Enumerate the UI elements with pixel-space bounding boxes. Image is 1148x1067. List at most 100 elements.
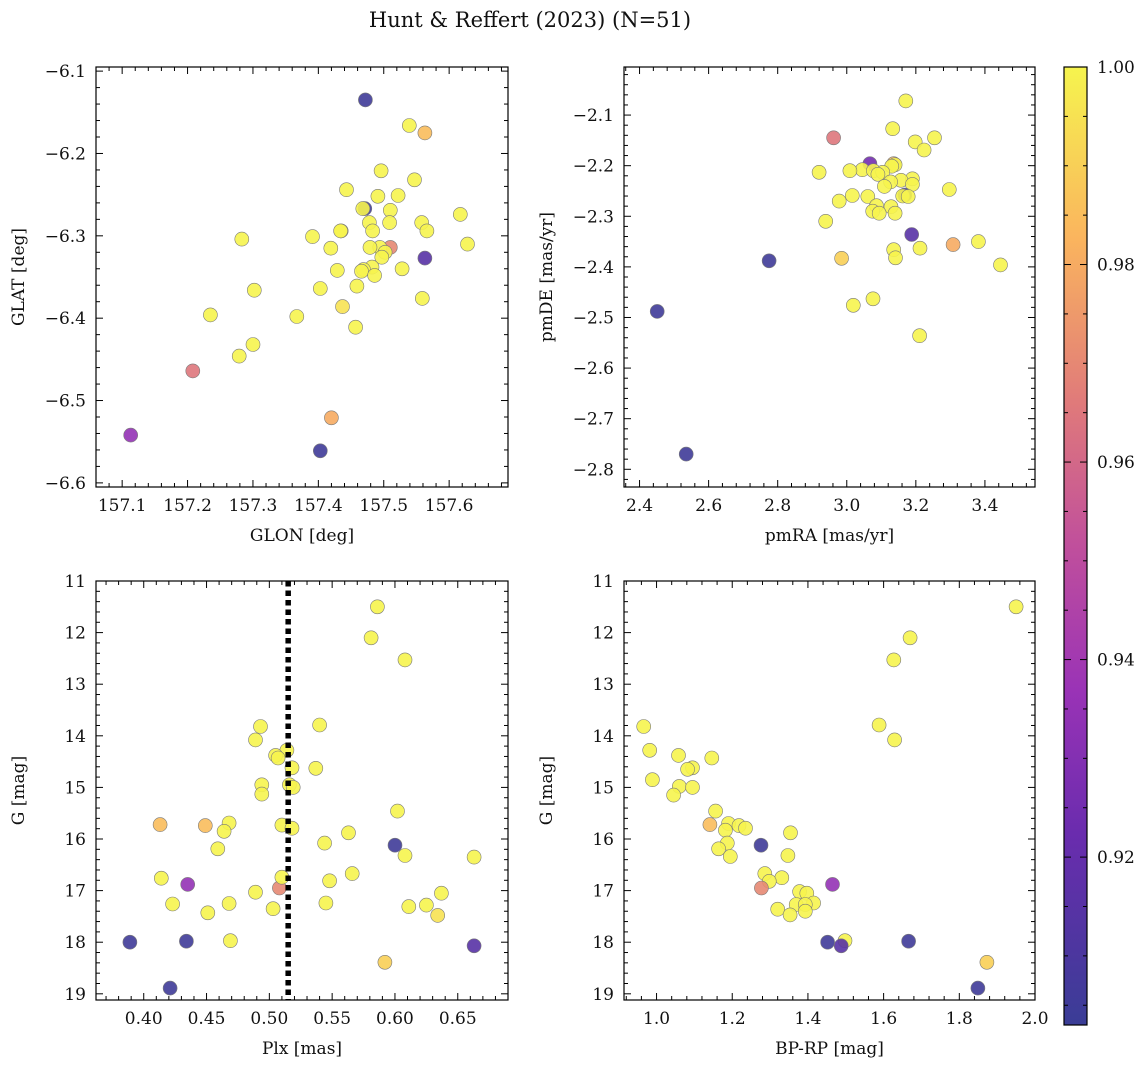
data-point (831, 193, 847, 209)
data-point (885, 121, 901, 136)
data-point (844, 188, 860, 203)
y-tick-label: 19 (592, 985, 614, 1005)
data-point (642, 742, 658, 758)
data-point (971, 234, 986, 249)
data-point (390, 803, 405, 819)
data-point (312, 443, 328, 459)
data-point (203, 307, 218, 323)
y-tick-label: 16 (592, 830, 614, 850)
data-point (783, 825, 798, 841)
panel-top-right: 2.4 2.6 2.8 3.0 3.2 3.4 −2.8 −2.7 −2.6 −2.5 −2.4 −2… (537, 66, 1036, 546)
data-point (335, 299, 350, 314)
data-point (318, 895, 334, 911)
axes-frame (95, 66, 509, 488)
data-point (179, 933, 194, 949)
y-tick-label: 17 (64, 882, 86, 902)
data-point (738, 820, 753, 836)
data-point (993, 257, 1008, 273)
data-point (254, 786, 270, 802)
data-point (774, 870, 790, 886)
data-point (886, 652, 902, 668)
data-point (221, 896, 237, 911)
y-tick-label: 15 (64, 778, 86, 798)
data-point (419, 223, 435, 239)
data-point (374, 249, 390, 265)
x-tick-label: 0.50 (250, 1009, 288, 1029)
data-point (341, 825, 356, 841)
data-point (671, 748, 686, 763)
y-tick-label: 19 (64, 985, 86, 1005)
y-axis-label: G [mag] (9, 756, 29, 825)
data-point (826, 130, 841, 146)
x-axis-label: pmRA [mas/yr] (765, 526, 894, 546)
data-point (210, 841, 226, 857)
colorbar-tick-label: 1.00 (1097, 58, 1135, 78)
panel-top-left: 157.1 157.2 157.3 157.4 157.5 157.6 −6.6 −6.5 −6… (9, 62, 509, 546)
y-axis-label: pmDE [mas/yr] (537, 212, 557, 342)
data-point (365, 223, 380, 239)
panels: 157.1 157.2 157.3 157.4 157.5 157.6 −6.6 −6.5 −6… (9, 62, 1049, 1059)
data-point (123, 427, 138, 443)
data-point (394, 261, 410, 277)
data-point (362, 240, 378, 255)
data-point (718, 822, 733, 838)
y-tick-label: −2.2 (573, 157, 614, 177)
data-point (466, 849, 482, 865)
scatter-points (649, 93, 1008, 462)
data-point (152, 817, 168, 832)
data-point (397, 848, 413, 863)
data-point (941, 182, 957, 197)
x-tick-label: 1.6 (870, 1009, 897, 1029)
data-point (870, 167, 886, 182)
ticks (96, 580, 509, 1000)
data-point (825, 877, 840, 892)
data-point (636, 719, 652, 734)
data-point (387, 837, 403, 853)
data-point (348, 319, 363, 335)
data-point (363, 630, 379, 646)
data-point (165, 896, 180, 912)
data-point (344, 866, 360, 881)
x-tick-label: 0.40 (125, 1009, 163, 1029)
x-tick-label: 1.8 (946, 1009, 973, 1029)
data-point (358, 92, 373, 108)
data-point (430, 908, 446, 923)
data-point (678, 446, 694, 462)
y-tick-label: 12 (592, 624, 614, 644)
data-point (355, 201, 371, 216)
data-point (382, 215, 397, 230)
data-point (702, 817, 718, 832)
y-tick-label: 13 (592, 675, 614, 695)
data-point (373, 163, 389, 179)
x-axis-label: GLON [deg] (250, 526, 354, 546)
y-tick-label: 13 (64, 675, 86, 695)
data-point (370, 599, 385, 615)
y-axis-label: GLAT [deg] (9, 228, 29, 326)
data-point (970, 980, 986, 996)
scatter-points (123, 92, 475, 459)
data-point (248, 884, 263, 900)
colorbar-tick-label: 0.92 (1097, 848, 1135, 868)
data-point (452, 207, 468, 222)
y-tick-label: 11 (64, 572, 86, 592)
axes-frame (95, 580, 509, 1001)
y-tick-label: −6.5 (45, 392, 86, 412)
data-point (901, 933, 916, 949)
x-tick-label: 3.4 (971, 496, 998, 516)
data-point (382, 203, 398, 218)
y-tick-label: 16 (64, 830, 86, 850)
x-tick-label: 157.6 (425, 496, 474, 516)
data-point (247, 282, 262, 298)
x-tick-label: 2.4 (626, 496, 653, 516)
y-tick-label: 18 (64, 933, 86, 953)
data-point (308, 760, 324, 776)
x-tick-label: 1.0 (643, 1009, 670, 1029)
data-point (704, 750, 720, 766)
data-point (797, 903, 813, 919)
data-point (317, 835, 332, 851)
data-point (397, 652, 413, 668)
data-point (401, 899, 417, 914)
x-tick-label: 2.6 (695, 496, 722, 516)
data-point (122, 934, 138, 950)
y-tick-label: 18 (592, 933, 614, 953)
